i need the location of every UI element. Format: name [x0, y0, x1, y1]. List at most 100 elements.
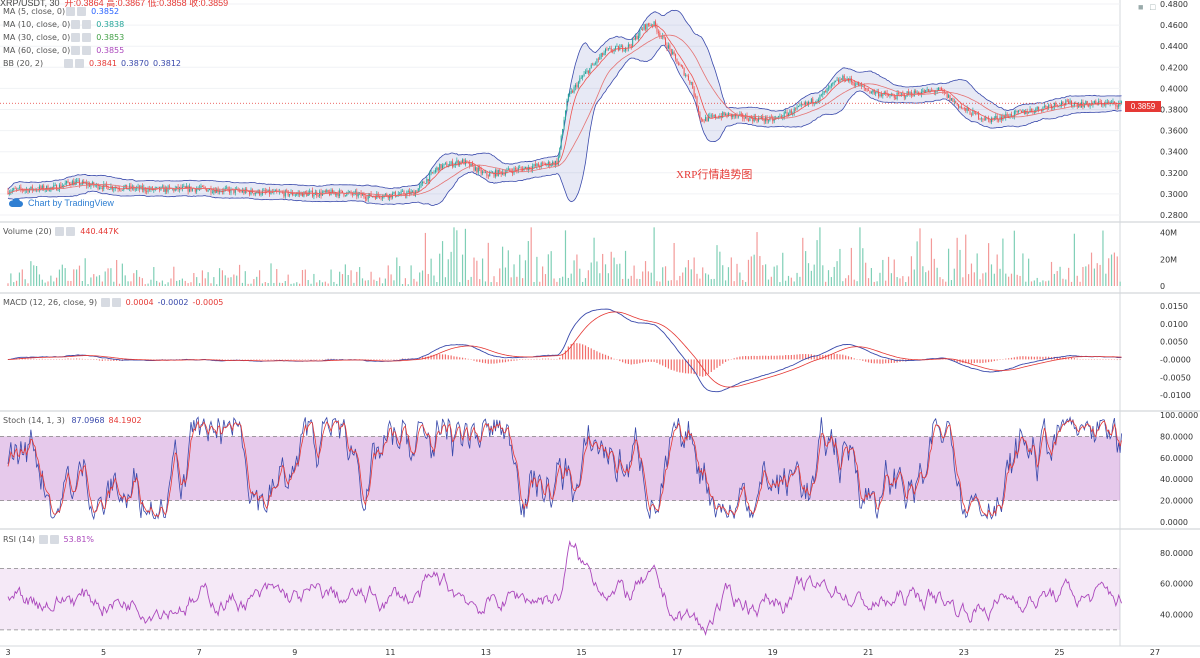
candle-body	[420, 183, 422, 186]
candle-body	[800, 104, 802, 105]
volume-bar	[1048, 280, 1050, 286]
volume-bar	[141, 278, 143, 286]
candle-body	[740, 113, 742, 115]
candle-body	[809, 101, 811, 103]
volume-bar	[467, 279, 469, 286]
volume-bar	[281, 282, 284, 286]
volume-bar	[939, 277, 941, 286]
candle-body	[872, 90, 874, 93]
candle-body	[559, 147, 561, 157]
candle-body	[818, 99, 820, 102]
volume-bar	[553, 278, 555, 286]
settings-icon[interactable]	[55, 227, 65, 236]
candle-body	[399, 194, 401, 195]
macd-histogram-bar	[587, 347, 589, 360]
candle-body	[662, 35, 664, 37]
lock-icon[interactable]: ■	[1138, 2, 1144, 12]
candle-body	[909, 92, 911, 95]
volume-bar	[250, 283, 252, 286]
price-tick-label: 0.3000	[1160, 190, 1188, 199]
candle-body	[7, 190, 9, 194]
candle-body	[71, 181, 73, 186]
volume-bar	[527, 241, 529, 286]
candle-body	[462, 159, 464, 164]
volume-bar	[96, 276, 98, 286]
settings-icon[interactable]	[71, 20, 81, 29]
candle-body	[1038, 106, 1040, 110]
candle-body	[100, 187, 102, 189]
volume-bar	[1050, 261, 1053, 286]
candle-body	[1102, 104, 1104, 106]
candle-body	[174, 188, 176, 191]
candle-body	[749, 116, 751, 122]
close-icon[interactable]	[82, 33, 92, 42]
maximize-icon[interactable]: □	[1150, 2, 1156, 12]
volume-bar	[253, 279, 255, 286]
close-icon[interactable]	[49, 535, 59, 544]
candle-body	[968, 108, 970, 111]
macd-histogram-bar	[650, 359, 652, 362]
candle-body	[124, 184, 126, 187]
candle-body	[642, 29, 644, 30]
settings-icon[interactable]	[64, 59, 73, 68]
close-icon[interactable]	[77, 7, 87, 16]
close-icon[interactable]	[82, 20, 92, 29]
legend-bb-v3: 0.3812	[153, 59, 181, 68]
macd-histogram-bar	[682, 359, 684, 373]
candle-body	[23, 190, 25, 192]
close-icon[interactable]	[111, 298, 121, 307]
tradingview-watermark[interactable]: Chart by TradingView	[8, 197, 114, 208]
settings-icon[interactable]	[66, 7, 76, 16]
settings-icon[interactable]	[38, 535, 48, 544]
price-tick-label: 0.4400	[1160, 42, 1188, 51]
close-icon[interactable]	[82, 46, 92, 55]
candle-body	[379, 195, 381, 198]
candle-body	[589, 68, 591, 74]
macd-histogram-bar	[473, 359, 475, 361]
volume-bar	[1010, 273, 1013, 286]
volume-bar	[910, 256, 913, 286]
candle-body	[426, 179, 428, 184]
volume-bar	[167, 282, 169, 286]
candle-body	[1042, 107, 1044, 112]
candle-body	[979, 118, 981, 120]
macd-histogram-bar	[985, 359, 987, 363]
settings-icon[interactable]	[100, 298, 110, 307]
candle-body	[780, 115, 782, 118]
volume-bar	[456, 230, 458, 286]
volume-bar	[113, 281, 115, 286]
macd-histogram-bar	[850, 357, 852, 360]
close-icon[interactable]	[75, 59, 84, 68]
macd-histogram-bar	[830, 354, 832, 360]
stoch-tick-label: 60.0000	[1160, 454, 1193, 463]
volume-bar	[15, 280, 18, 286]
candle-body	[533, 164, 535, 167]
candle-body	[710, 115, 712, 117]
volume-bar	[224, 275, 226, 286]
macd-histogram-bar	[859, 359, 861, 361]
macd-histogram-bar	[461, 357, 464, 360]
candle-body	[173, 188, 175, 191]
candle-body	[900, 93, 902, 95]
settings-icon[interactable]	[71, 33, 81, 42]
candle-body	[729, 113, 731, 114]
macd-histogram-bar	[790, 355, 792, 360]
volume-bar	[499, 268, 501, 286]
close-icon[interactable]	[66, 227, 76, 236]
volume-bar	[376, 281, 378, 286]
candle-body	[108, 189, 110, 190]
candle-body	[444, 163, 446, 164]
volume-bar	[807, 263, 810, 286]
volume-bar	[58, 269, 61, 286]
candle-body	[476, 167, 478, 173]
candle-body	[826, 88, 828, 93]
candle-body	[1006, 114, 1008, 117]
volume-bar	[399, 266, 401, 286]
settings-icon[interactable]	[71, 46, 81, 55]
macd-tick-label: -0.0000	[1160, 355, 1191, 364]
candle-body	[595, 63, 597, 64]
macd-histogram-bar	[70, 358, 72, 360]
candle-body	[429, 173, 431, 182]
volume-bar	[387, 265, 389, 286]
volume-bar	[121, 263, 123, 286]
